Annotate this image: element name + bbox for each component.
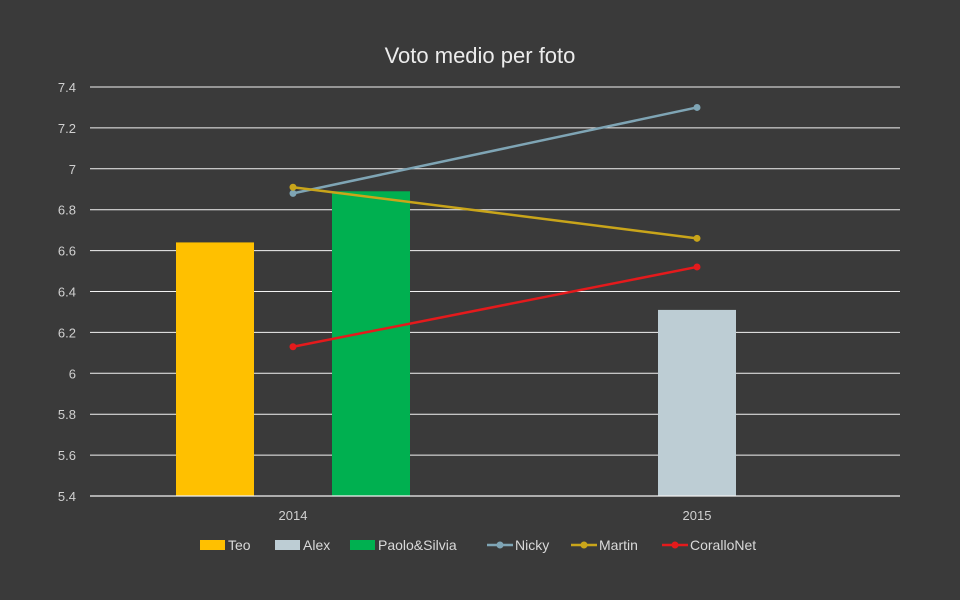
legend-swatch-teo — [200, 540, 225, 550]
y-tick-label: 6.4 — [58, 285, 76, 300]
y-tick-label: 7 — [69, 162, 76, 177]
x-tick-label: 2015 — [683, 508, 712, 523]
y-tick-label: 7.4 — [58, 80, 76, 95]
point-martin — [693, 234, 701, 242]
legend-label-nicky: Nicky — [515, 537, 549, 553]
x-axis: 2014 2015 — [90, 495, 900, 523]
y-tick-label: 5.6 — [58, 448, 76, 463]
legend-label-teo: Teo — [228, 537, 251, 553]
chart-title: Voto medio per foto — [385, 43, 576, 68]
bar-alex — [658, 309, 736, 496]
y-tick-label: 5.4 — [58, 489, 76, 504]
lines-layer — [289, 103, 701, 351]
bar-paolo-silvia — [332, 191, 410, 497]
legend-label-martin: Martin — [599, 537, 638, 553]
legend-marker-nicky — [496, 541, 504, 549]
y-tick-label: 6.2 — [58, 325, 76, 340]
legend-marker-martin — [580, 541, 588, 549]
line-nicky — [292, 106, 698, 195]
point-corallonet — [289, 343, 297, 351]
line-corallonet — [292, 265, 698, 348]
line-martin — [292, 185, 698, 240]
y-tick-label: 7.2 — [58, 121, 76, 136]
point-corallonet — [693, 263, 701, 271]
legend-marker-corallonet — [671, 541, 679, 549]
legend: Teo Alex Paolo&Silvia Nicky Martin CoralloNet — [200, 537, 756, 553]
point-nicky — [289, 189, 297, 197]
legend-swatch-paolo-silvia — [350, 540, 375, 550]
point-martin — [289, 183, 297, 191]
legend-label-alex: Alex — [303, 537, 330, 553]
legend-swatch-alex — [275, 540, 300, 550]
y-tick-label: 6.6 — [58, 244, 76, 259]
bars-layer — [176, 191, 736, 497]
bar-teo — [176, 242, 254, 496]
y-tick-label: 6 — [69, 366, 76, 381]
y-tick-label: 6.8 — [58, 203, 76, 218]
point-nicky — [693, 103, 701, 111]
y-axis: 5.4 5.6 5.8 6 6.2 6.4 6.6 6.8 7 7.2 7.4 — [58, 80, 76, 504]
x-tick-label: 2014 — [279, 508, 308, 523]
legend-label-paolo-silvia: Paolo&Silvia — [378, 537, 457, 553]
legend-label-corallonet: CoralloNet — [690, 537, 756, 553]
y-tick-label: 5.8 — [58, 407, 76, 422]
